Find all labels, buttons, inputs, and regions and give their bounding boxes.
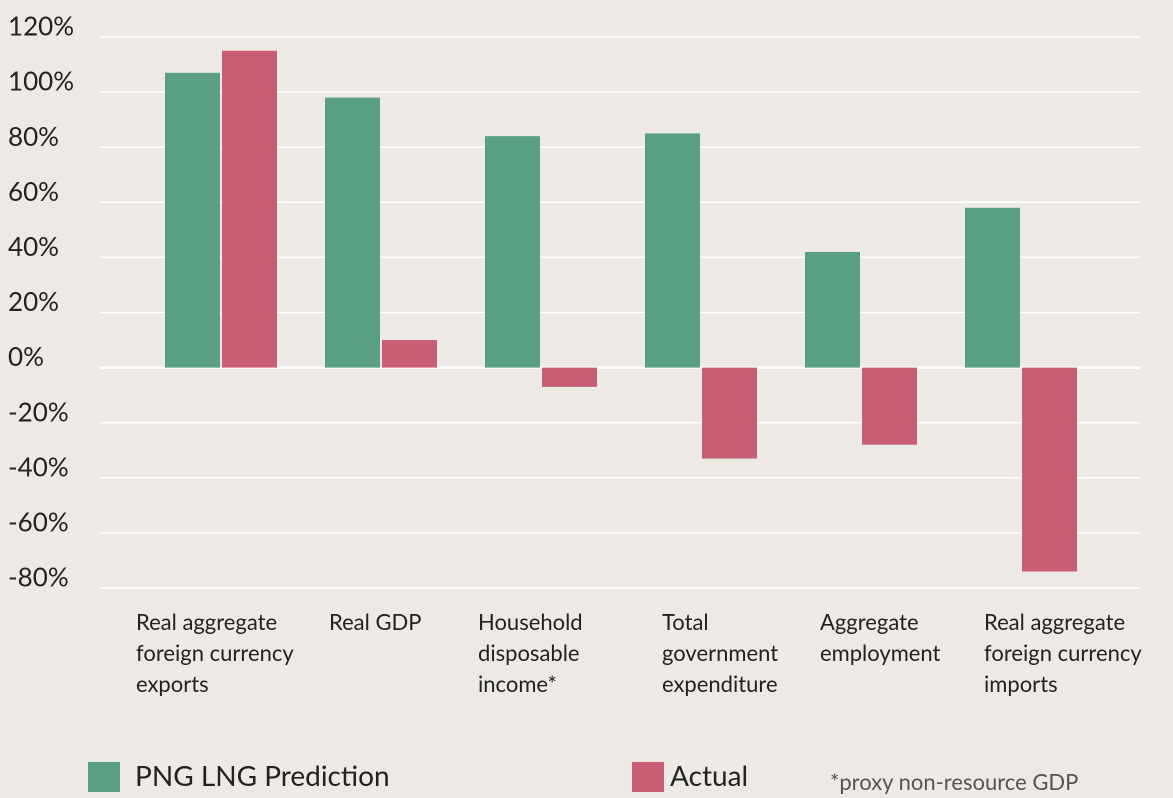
bar — [165, 72, 220, 368]
x-tick-label: Household disposable income* — [478, 608, 583, 697]
bar — [965, 207, 1020, 368]
y-tick-label: -40% — [8, 450, 69, 482]
bar — [382, 340, 437, 368]
bar — [1022, 367, 1077, 572]
y-tick-label: 60% — [8, 175, 59, 207]
bar — [645, 133, 700, 368]
x-tick-label: Aggregate employment — [820, 608, 941, 666]
bar — [805, 251, 860, 368]
bar — [485, 136, 540, 368]
bar — [702, 367, 757, 459]
y-tick-label: -80% — [8, 561, 69, 593]
legend-swatch — [88, 762, 120, 792]
legend-swatch — [632, 762, 664, 792]
y-tick-label: 100% — [8, 65, 74, 97]
x-tick-label: Real GDP — [329, 608, 422, 635]
y-tick-label: 120% — [8, 10, 74, 42]
y-tick-label: 20% — [8, 285, 59, 317]
footnote: *proxy non-resource GDP — [830, 768, 1079, 795]
bar — [222, 50, 277, 368]
x-tick-label: Real aggregate foreign currency imports — [984, 608, 1142, 697]
x-tick-label: Real aggregate foreign currency exports — [136, 608, 294, 697]
bar — [862, 367, 917, 445]
y-tick-label: 80% — [8, 120, 59, 152]
bar — [325, 97, 380, 368]
y-tick-label: 40% — [8, 230, 59, 262]
y-tick-label: -60% — [8, 505, 69, 537]
x-tick-label: Total government expenditure — [662, 608, 779, 697]
legend-label: PNG LNG Prediction — [135, 758, 390, 792]
y-tick-label: -20% — [8, 395, 69, 427]
bar — [542, 367, 597, 387]
y-tick-label: 0% — [8, 340, 44, 372]
legend-label: Actual — [670, 758, 749, 792]
